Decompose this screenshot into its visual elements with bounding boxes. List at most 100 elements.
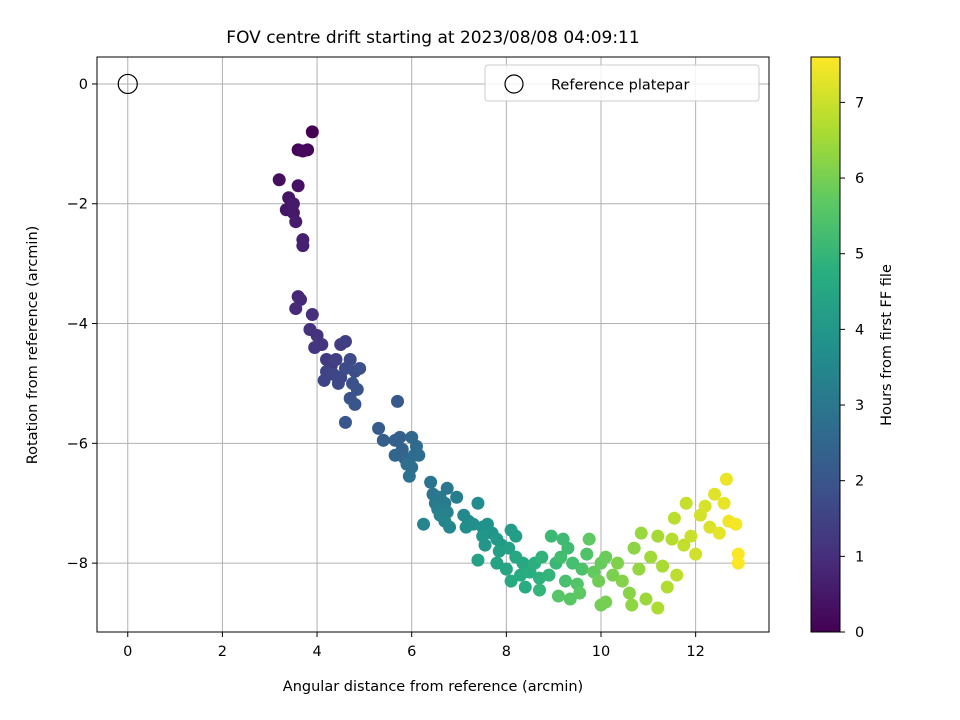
- data-point: [402, 469, 416, 483]
- colorbar-label: Hours from first FF file: [879, 264, 895, 426]
- data-point: [478, 538, 492, 552]
- data-point: [599, 595, 613, 609]
- data-point: [544, 529, 558, 543]
- x-tick-label: 2: [218, 644, 227, 660]
- legend-label: Reference platepar: [551, 78, 689, 94]
- data-point: [559, 574, 573, 588]
- x-tick-label: 0: [123, 644, 132, 660]
- y-ticks: 0 −2 −4 −6 −8: [67, 77, 97, 572]
- data-point: [353, 361, 367, 375]
- data-point: [329, 352, 343, 366]
- colorbar: 0 1 2 3 4 5 6 7 Hours from first FF file: [810, 56, 895, 641]
- data-point: [376, 433, 390, 447]
- data-point: [450, 490, 464, 504]
- colorbar-tick-label: 5: [855, 247, 864, 263]
- data-point: [317, 373, 331, 387]
- data-point: [703, 520, 717, 534]
- reference-marker: [117, 73, 138, 95]
- data-point: [331, 376, 345, 390]
- data-point: [573, 586, 587, 600]
- data-point: [305, 308, 319, 322]
- data-point: [729, 517, 743, 531]
- data-point: [731, 556, 745, 570]
- data-point: [606, 568, 620, 582]
- data-point: [393, 430, 407, 444]
- y-axis-label: Rotation from reference (arcmin): [25, 226, 41, 465]
- data-point: [689, 547, 703, 561]
- data-point: [615, 574, 629, 588]
- x-axis-label: Angular distance from reference (arcmin): [283, 679, 583, 695]
- data-point: [651, 529, 665, 543]
- data-point: [679, 496, 693, 510]
- data-point: [670, 568, 684, 582]
- data-point: [424, 475, 438, 489]
- plot-area-frame: [96, 56, 770, 633]
- data-point: [296, 144, 310, 158]
- colorbar-tick-label: 2: [855, 474, 864, 490]
- data-point: [391, 394, 405, 408]
- x-tick-label: 12: [686, 644, 704, 660]
- data-point: [639, 592, 653, 606]
- data-point: [627, 541, 641, 555]
- data-point: [296, 239, 310, 253]
- data-point: [516, 556, 530, 570]
- data-point: [561, 541, 575, 555]
- data-point: [471, 496, 485, 510]
- grid-lines: [97, 57, 769, 632]
- data-point: [731, 547, 745, 561]
- y-tick-label: −6: [67, 436, 88, 452]
- data-point: [575, 562, 589, 576]
- data-point: [532, 583, 546, 597]
- y-tick-label: −2: [67, 197, 88, 213]
- data-points: [272, 125, 745, 615]
- data-point: [717, 496, 731, 510]
- data-point: [272, 173, 286, 187]
- data-point: [563, 592, 577, 606]
- data-point: [599, 550, 613, 564]
- data-point: [677, 538, 691, 552]
- data-point: [372, 421, 386, 435]
- data-point: [305, 125, 319, 139]
- data-point: [592, 574, 606, 588]
- data-point: [535, 550, 549, 564]
- data-point: [286, 197, 300, 211]
- colorbar-tick-label: 4: [855, 322, 864, 338]
- data-point: [499, 562, 513, 576]
- chart-title: FOV centre drift starting at 2023/08/08 …: [226, 28, 639, 48]
- x-ticks: 0 2 4 6 8 10 12: [123, 632, 705, 660]
- data-point: [289, 215, 303, 229]
- data-point: [622, 586, 636, 600]
- data-point: [554, 550, 568, 564]
- colorbar-gradient: [810, 56, 841, 633]
- y-tick-label: −4: [67, 317, 88, 333]
- data-point: [289, 302, 303, 316]
- data-point: [651, 601, 665, 615]
- x-tick-label: 4: [312, 644, 321, 660]
- data-point: [632, 562, 646, 576]
- colorbar-ticks: 0 1 2 3 4 5 6 7: [840, 95, 864, 641]
- data-point: [698, 499, 712, 513]
- data-point: [308, 340, 322, 354]
- data-point: [291, 179, 305, 193]
- colorbar-tick-label: 3: [855, 398, 864, 414]
- data-point: [580, 547, 594, 561]
- legend-box: [484, 64, 760, 102]
- data-point: [719, 472, 733, 486]
- data-point: [471, 553, 485, 567]
- data-point: [667, 511, 681, 525]
- data-point: [348, 397, 362, 411]
- data-point: [490, 556, 504, 570]
- data-point: [518, 580, 532, 594]
- data-point: [502, 541, 516, 555]
- data-point: [611, 556, 625, 570]
- data-point: [708, 487, 722, 501]
- y-tick-label: 0: [79, 77, 88, 93]
- data-point: [712, 526, 726, 540]
- data-point: [582, 532, 596, 546]
- data-point: [350, 382, 364, 396]
- data-point: [417, 517, 431, 531]
- data-point: [542, 568, 556, 582]
- legend-marker-icon: [504, 74, 524, 94]
- data-point: [343, 352, 357, 366]
